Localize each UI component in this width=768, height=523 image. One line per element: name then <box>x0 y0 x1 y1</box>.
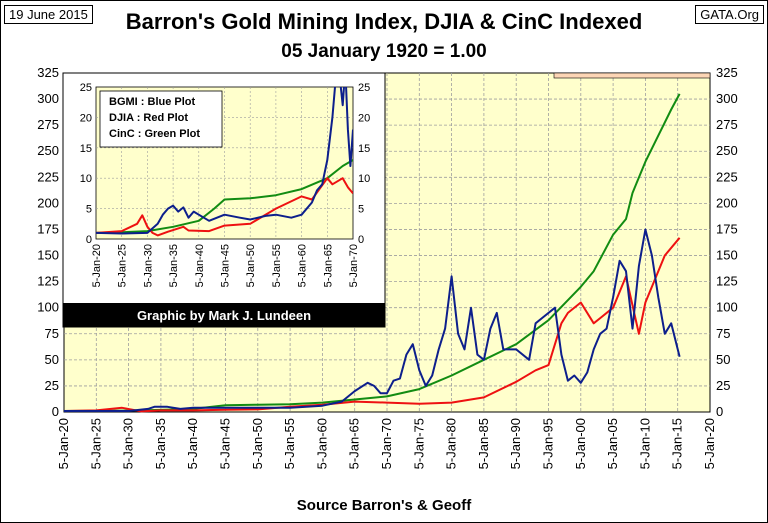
inset-y-tick-left: 15 <box>80 143 92 155</box>
inset-x-tick: 5-Jan-25 <box>117 244 129 287</box>
y-tick-label-left: 200 <box>37 195 59 210</box>
inset-legend-entry: BGMI : Blue Plot <box>109 96 196 108</box>
inset-legend-box <box>99 90 223 148</box>
inset-y-tick-right: 5 <box>358 204 364 216</box>
x-tick-label: 5-Jan-55 <box>282 418 297 469</box>
x-tick-label: 5-Jan-10 <box>637 418 652 469</box>
x-tick-label: 5-Jan-40 <box>185 418 200 469</box>
inset-x-tick: 5-Jan-35 <box>168 244 180 287</box>
x-tick-label: 5-Jan-15 <box>670 418 685 469</box>
inset-y-tick-left: 0 <box>86 234 92 246</box>
y-tick-label-left: 25 <box>45 378 59 393</box>
y-tick-label-right: 325 <box>716 65 738 80</box>
y-tick-label-right: 225 <box>716 169 738 184</box>
credit-banner <box>63 303 385 327</box>
y-tick-label-left: 100 <box>37 300 59 315</box>
x-tick-label: 5-Jan-70 <box>379 418 394 469</box>
date-label: 19 June 2015 <box>4 5 93 24</box>
series-line-bgmi <box>64 228 681 412</box>
x-tick-label: 5-Jan-35 <box>153 418 168 469</box>
y-tick-label-right: 100 <box>716 300 738 315</box>
y-tick-label-right: 25 <box>716 378 730 393</box>
y-tick-label-right: 250 <box>716 143 738 158</box>
inset-x-tick: 5-Jan-40 <box>194 244 206 287</box>
x-tick-label: 5-Jan-00 <box>573 418 588 469</box>
inset-legend-entry: DJIA : Red Plot <box>109 112 188 124</box>
inset-x-tick: 5-Jan-50 <box>245 244 257 287</box>
x-tick-label: 5-Jan-50 <box>250 418 265 469</box>
y-tick-label-left: 75 <box>45 326 59 341</box>
inset-legend-entry: CinC : Green Plot <box>109 128 200 140</box>
inset-x-tick: 5-Jan-60 <box>297 244 309 287</box>
x-tick-label: 5-Jan-25 <box>88 418 103 469</box>
x-tick-label: 5-Jan-45 <box>218 418 233 469</box>
y-tick-label-left: 250 <box>37 143 59 158</box>
x-tick-label: 5-Jan-90 <box>508 418 523 469</box>
site-label: GATA.Org <box>695 5 764 24</box>
inset-y-tick-right: 15 <box>358 143 370 155</box>
y-tick-label-left: 150 <box>37 248 59 263</box>
y-tick-label-right: 0 <box>716 404 723 419</box>
inset-y-tick-left: 5 <box>86 204 92 216</box>
y-tick-label-right: 200 <box>716 195 738 210</box>
inset-y-tick-right: 10 <box>358 173 370 185</box>
y-tick-label-right: 50 <box>716 352 730 367</box>
source-label: Source Barron's & Geoff <box>296 497 472 514</box>
y-tick-label-left: 300 <box>37 91 59 106</box>
x-tick-label: 5-Jan-95 <box>541 418 556 469</box>
x-tick-label: 5-Jan-60 <box>314 418 329 469</box>
series-line-djia <box>63 237 681 413</box>
inset-y-tick-left: 10 <box>80 173 92 185</box>
y-tick-label-left: 225 <box>37 169 59 184</box>
inset-y-tick-left: 20 <box>80 112 92 124</box>
inset-x-tick: 5-Jan-65 <box>322 244 334 287</box>
chart-subtitle: 05 January 1920 = 1.00 <box>281 41 487 62</box>
inset-x-tick: 5-Jan-20 <box>91 244 103 287</box>
x-tick-label: 5-Jan-85 <box>476 418 491 469</box>
y-tick-label-right: 175 <box>716 221 738 236</box>
chart-title: Barron's Gold Mining Index, DJIA & CinC … <box>125 9 643 34</box>
y-tick-label-left: 50 <box>45 352 59 367</box>
credit-label: Graphic by Mark J. Lundeen <box>137 308 311 323</box>
y-tick-label-right: 125 <box>716 274 738 289</box>
inset-y-tick-right: 20 <box>358 112 370 124</box>
y-tick-label-right: 75 <box>716 326 730 341</box>
x-tick-label: 5-Jan-65 <box>347 418 362 469</box>
y-tick-label-right: 300 <box>716 91 738 106</box>
y-tick-label-left: 125 <box>37 274 59 289</box>
x-tick-label: 5-Jan-05 <box>605 418 620 469</box>
inset-y-tick-left: 25 <box>80 82 92 94</box>
x-tick-label: 5-Jan-20 <box>702 418 717 469</box>
inset-series-line-djia <box>96 177 353 237</box>
inset-x-tick: 5-Jan-70 <box>348 244 360 287</box>
y-tick-label-right: 150 <box>716 248 738 263</box>
series-line-cinc <box>63 93 681 412</box>
inset-x-tick: 5-Jan-45 <box>220 244 232 287</box>
y-tick-label-left: 325 <box>37 65 59 80</box>
y-tick-label-left: 275 <box>37 117 59 132</box>
inset-x-tick: 5-Jan-30 <box>142 244 154 287</box>
inset-x-tick: 5-Jan-55 <box>271 244 283 287</box>
x-tick-label: 5-Jan-75 <box>411 418 426 469</box>
x-tick-label: 5-Jan-20 <box>56 418 71 469</box>
top-right-bar <box>553 72 711 79</box>
y-tick-label-left: 175 <box>37 221 59 236</box>
x-tick-label: 5-Jan-30 <box>121 418 136 469</box>
y-tick-label-right: 275 <box>716 117 738 132</box>
x-tick-label: 5-Jan-80 <box>444 418 459 469</box>
inset-series-line-bgmi <box>96 87 353 235</box>
y-tick-label-left: 0 <box>52 404 59 419</box>
inset-y-tick-right: 25 <box>358 82 370 94</box>
inset-y-tick-right: 0 <box>358 234 364 246</box>
